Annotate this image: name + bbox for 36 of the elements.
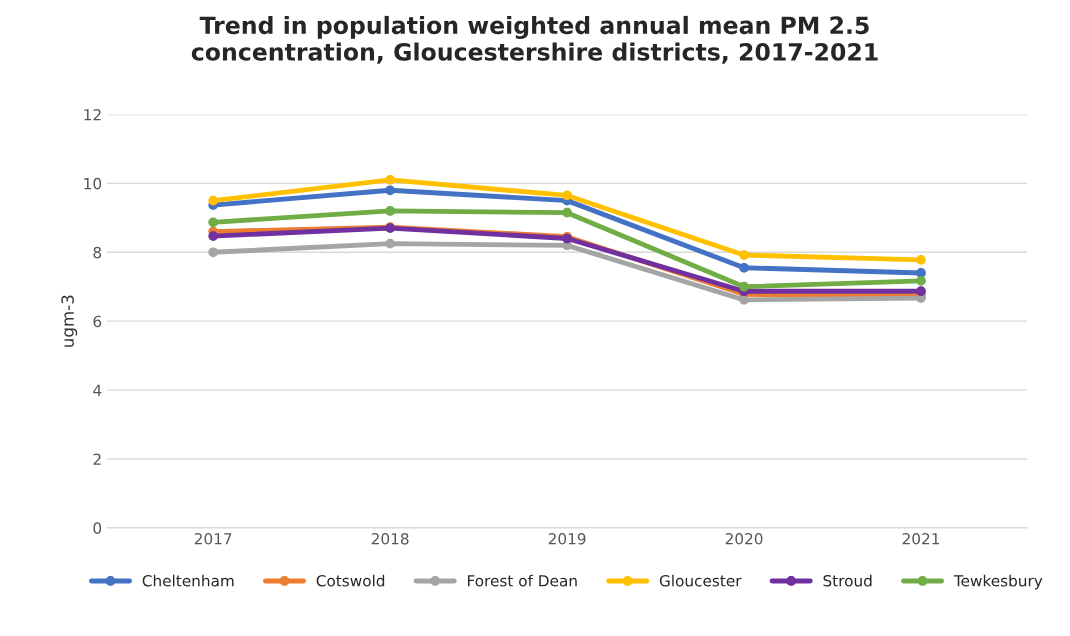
point <box>562 207 572 218</box>
legend-label: Cheltenham <box>142 574 234 587</box>
x-tick-label: 2021 <box>902 533 940 545</box>
point <box>385 238 395 249</box>
point <box>739 281 749 292</box>
point <box>208 217 219 228</box>
y-tick-label: 8 <box>93 246 102 259</box>
point <box>208 231 219 241</box>
y-axis-title: ugm-3 <box>61 295 78 347</box>
point <box>916 286 926 297</box>
point <box>916 276 926 286</box>
point <box>739 250 749 260</box>
x-tick-label: 2017 <box>194 533 232 545</box>
point <box>208 247 219 258</box>
point <box>739 262 749 273</box>
legend-label: Forest of Dean <box>467 574 577 587</box>
x-tick-label: 2019 <box>548 533 586 545</box>
chart-title: Trend in population weighted annual mean PM 2.5 concentration, Gloucestershire districts, 2017-2021 <box>191 15 878 64</box>
x-tick-label: 2018 <box>371 533 409 545</box>
x-tick-label: 2020 <box>725 533 763 545</box>
legend-label: Stroud <box>823 574 872 587</box>
point <box>385 175 395 185</box>
y-tick-label: 2 <box>93 453 101 465</box>
point <box>208 195 219 206</box>
y-tick-label: 4 <box>93 384 102 396</box>
legend-label: Cotswold <box>316 574 385 587</box>
point <box>562 190 572 201</box>
legend-label: Tewkesbury <box>953 574 1043 590</box>
point <box>916 255 926 265</box>
legend-label: Gloucester <box>659 574 742 587</box>
y-tick-label: 12 <box>84 108 101 121</box>
y-tick-label: 10 <box>84 177 102 190</box>
point <box>385 206 395 216</box>
point <box>385 185 395 196</box>
y-tick-label: 6 <box>93 315 102 328</box>
y-tick-label: 0 <box>93 522 102 534</box>
